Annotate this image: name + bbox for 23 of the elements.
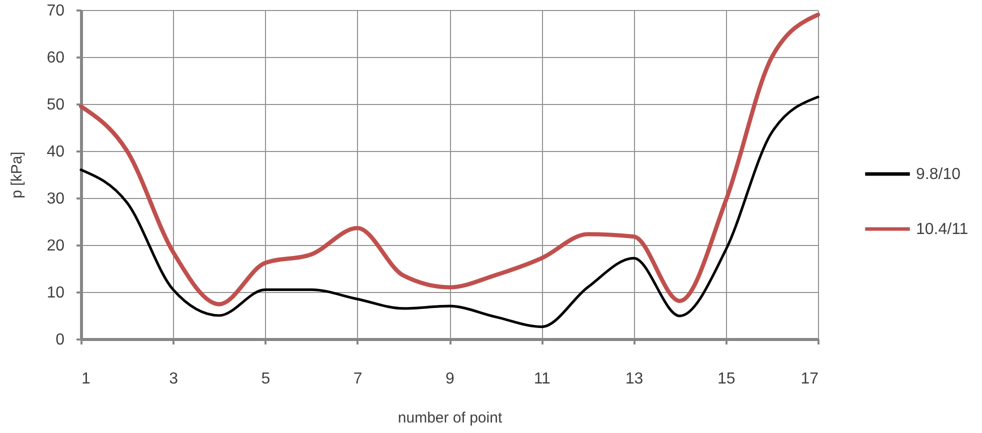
x-tick-label: 1 <box>82 370 90 388</box>
x-tick-label: 17 <box>800 370 819 388</box>
x-tick-label: 5 <box>261 370 270 388</box>
legend-label: 9.8/10 <box>916 166 961 183</box>
x-tick-label: 9 <box>446 370 455 388</box>
x-tick-label: 15 <box>717 370 736 388</box>
y-tick-label: 60 <box>46 50 65 66</box>
line-series <box>80 96 820 328</box>
x-tick-label: 13 <box>625 370 644 388</box>
x-tick-label: 11 <box>534 370 551 388</box>
x-axis-title: number of point <box>398 410 503 426</box>
line-series <box>78 12 820 306</box>
y-tick-label: 20 <box>46 238 65 254</box>
y-tick-label: 30 <box>46 190 65 208</box>
x-tick-label: 3 <box>169 370 178 388</box>
y-tick-label: 0 <box>56 332 65 348</box>
x-tick-label: 7 <box>353 370 362 388</box>
y-tick-label: 10 <box>46 284 65 302</box>
y-axis-title: p [kPa] <box>8 152 26 198</box>
legend-label: 10.4/11 <box>916 221 968 238</box>
y-tick-label: 50 <box>46 96 65 114</box>
y-tick-label: 40 <box>46 144 65 160</box>
y-tick-label: 70 <box>46 2 65 20</box>
